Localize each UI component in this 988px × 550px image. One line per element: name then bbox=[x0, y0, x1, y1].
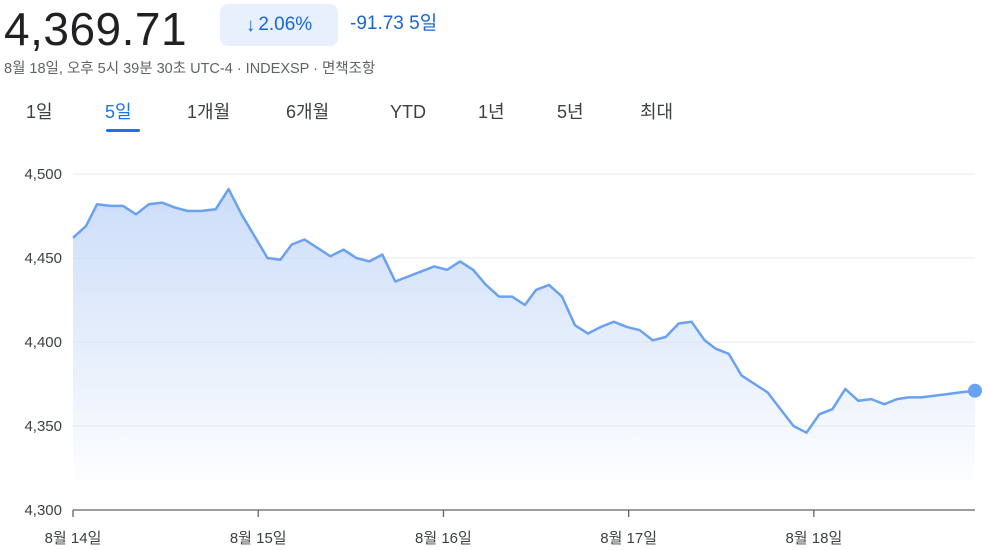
current-price: 4,369.71 bbox=[4, 3, 188, 55]
x-tick-label: 8월 18일 bbox=[785, 530, 842, 547]
y-tick-label: 4,300 bbox=[24, 502, 62, 519]
tab-5d[interactable]: 5일 bbox=[105, 102, 132, 122]
price-area bbox=[73, 189, 975, 480]
y-tick-label: 4,450 bbox=[24, 250, 62, 267]
x-axis-ticks: 8월 14일 8월 15일 8월 16일 8월 17일 8월 18일 bbox=[45, 510, 842, 547]
change-absolute: -91.73 bbox=[350, 13, 404, 34]
x-tick-label: 8월 16일 bbox=[415, 530, 472, 547]
y-tick-label: 4,500 bbox=[24, 166, 62, 183]
range-tabs: 1일 5일 1개월 6개월 YTD 1년 5년 최대 bbox=[0, 96, 988, 136]
tab-max[interactable]: 최대 bbox=[640, 102, 674, 122]
change-period: 5일 bbox=[409, 13, 438, 34]
x-tick-label: 8월 15일 bbox=[230, 530, 287, 547]
active-tab-indicator bbox=[106, 129, 140, 132]
tab-5y[interactable]: 5년 bbox=[557, 102, 584, 122]
price-line bbox=[72, 187, 976, 434]
tab-1d[interactable]: 1일 bbox=[26, 102, 53, 122]
last-price-marker bbox=[968, 383, 982, 398]
y-tick-label: 4,350 bbox=[24, 418, 62, 435]
change-percent-badge: ↓ 2.06% bbox=[220, 4, 338, 46]
tab-1m[interactable]: 1개월 bbox=[187, 102, 231, 122]
tab-6m[interactable]: 6개월 bbox=[286, 102, 330, 122]
change-summary: -91.73 5일 bbox=[350, 10, 437, 38]
quote-meta: 8월 18일, 오후 5시 39분 30초 UTC-4 · INDEXSP · … bbox=[4, 61, 376, 77]
tab-ytd[interactable]: YTD bbox=[390, 102, 426, 122]
y-axis-ticks: 4,500 4,450 4,400 4,350 4,300 bbox=[24, 166, 62, 519]
x-tick-label: 8월 14일 bbox=[45, 530, 102, 547]
y-tick-label: 4,400 bbox=[24, 334, 62, 351]
x-tick-label: 8월 17일 bbox=[600, 530, 657, 547]
tab-1y[interactable]: 1년 bbox=[478, 102, 505, 122]
arrow-down-icon: ↓ bbox=[245, 14, 256, 36]
change-percent: 2.06% bbox=[258, 14, 313, 35]
